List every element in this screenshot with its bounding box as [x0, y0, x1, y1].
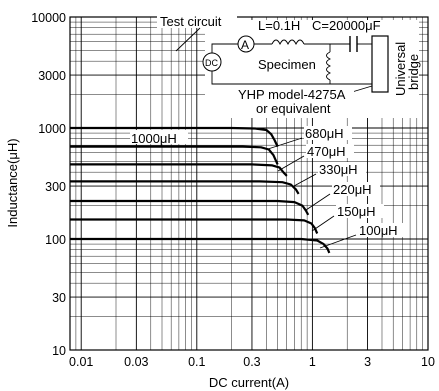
series-curve-330H [70, 180, 300, 195]
x-tick-label: 0.3 [243, 355, 260, 369]
label-1000uH: 1000μH [131, 131, 177, 146]
y-tick-label: 1000 [38, 122, 66, 136]
y-tick-label: 3000 [38, 69, 66, 83]
label-680uH: 680μH [305, 126, 344, 141]
x-tick-label: 0.01 [69, 355, 93, 369]
label-330uH: 330μH [319, 162, 358, 177]
capacitor-label: C=20000μF [312, 18, 381, 33]
universal-bridge-box [371, 35, 389, 93]
test-circuit-title: Test circuit [160, 14, 222, 29]
bridge-label-line2: bridge [406, 54, 421, 90]
series-curve-470H [70, 163, 288, 177]
plot-frame [69, 16, 429, 351]
series-curve-680H [70, 145, 279, 165]
instrument-label-line1: YHP model-4275A [238, 87, 346, 102]
y-tick-label: 300 [45, 180, 66, 194]
y-tick-label: 100 [45, 233, 66, 247]
x-axis-title: DC current(A) [209, 375, 289, 390]
dc-source-label: DC [205, 58, 218, 68]
test-circuit-diagram: Test circuit DC A L=0.1H C=20000μF Speci… [157, 13, 421, 116]
x-tick-labels: 0.01 0.03 0.1 0.3 1 3 10 [69, 355, 435, 369]
ammeter-symbol [237, 35, 255, 53]
bridge-label-line1: Universal [393, 42, 408, 96]
specimen-label: Specimen [258, 57, 316, 72]
y-tick-label: 30 [52, 291, 66, 305]
inductor-symbol [271, 39, 305, 46]
x-tick-label: 0.1 [188, 355, 205, 369]
y-axis-title: Inductance(μH) [5, 138, 20, 227]
y-tick-label: 10000 [31, 11, 66, 25]
y-tick-labels: 10 30 100 300 1000 3000 10000 [31, 11, 66, 358]
label-150uH: 150μH [337, 204, 376, 219]
series-curves [70, 126, 331, 254]
x-tick-label: 1 [309, 355, 316, 369]
series-labels: 1000μH 680μH 470μH 330μH 220μH 150μH 100… [130, 126, 406, 249]
label-220uH: 220μH [333, 182, 372, 197]
inductor-label: L=0.1H [258, 18, 300, 33]
label-100uH: 100μH [359, 223, 398, 238]
series-curve-150H [70, 218, 319, 234]
ammeter-label: A [241, 38, 249, 52]
series-curve-220H [70, 199, 310, 216]
series-curve-100H [70, 237, 331, 254]
x-tick-label: 0.03 [124, 355, 148, 369]
y-tick-label: 10 [52, 344, 66, 358]
dc-source-symbol [202, 52, 222, 72]
x-tick-label: 3 [364, 355, 371, 369]
instrument-label-line2: or equivalent [256, 101, 331, 116]
x-tick-label: 10 [421, 355, 435, 369]
series-curve-1000H [70, 126, 279, 148]
specimen-coil-symbol [326, 51, 332, 81]
label-470uH: 470μH [307, 144, 346, 159]
